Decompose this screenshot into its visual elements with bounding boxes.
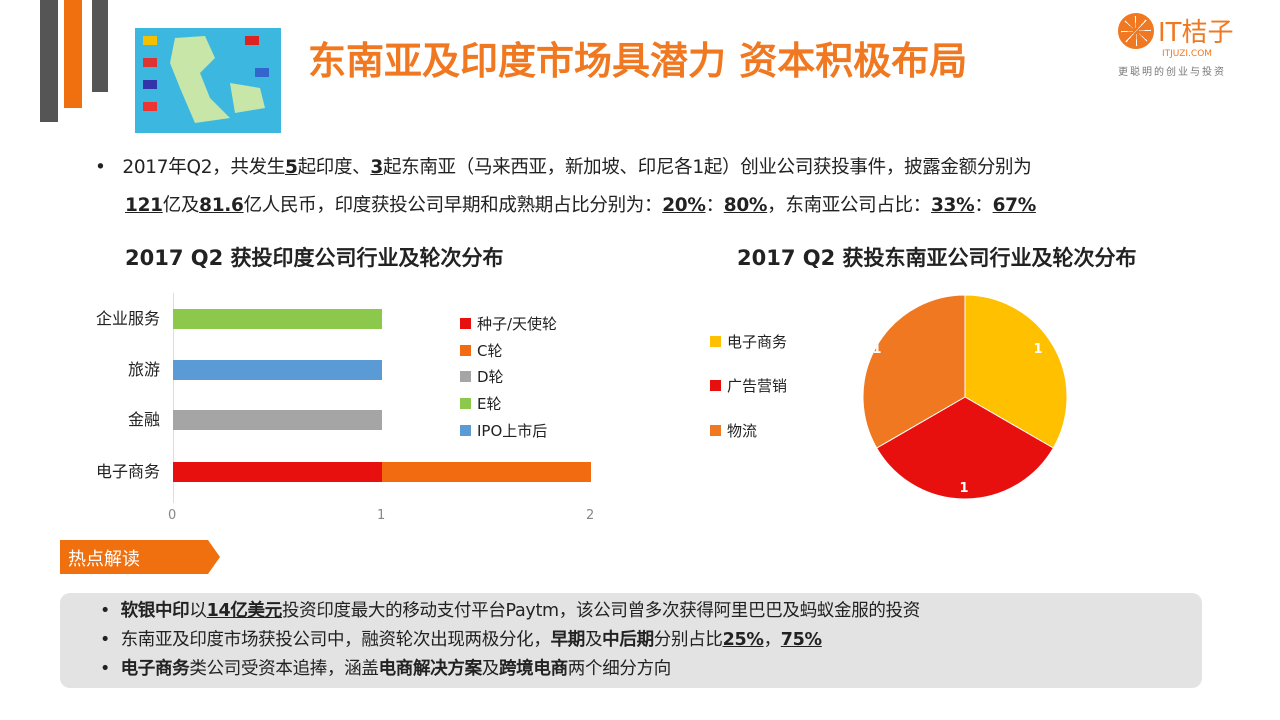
page-title: 东南亚及印度市场具潜力 资本积极布局 [308, 39, 968, 83]
bar-D轮 [173, 410, 382, 430]
legend-swatch [710, 424, 721, 436]
legend-label: IPO上市后 [477, 421, 548, 440]
legend-label: 广告营销 [727, 377, 788, 396]
category-label: 企业服务 [95, 309, 160, 328]
legend-item: D轮 [460, 363, 557, 390]
legend-label: C轮 [477, 341, 503, 360]
logo-slogan: 更聪明的创业与投资 [1118, 67, 1226, 78]
pie-legend-item: 物流 [710, 408, 787, 453]
pie-data-label: 1 [1033, 342, 1042, 357]
legend-swatch [460, 371, 471, 383]
pie-chart-title: 2017 Q2 获投东南亚公司行业及轮次分布 [737, 246, 1137, 270]
pie-chart: 1 1 1 [862, 294, 1068, 500]
summary-line-1: • 2017年Q2，共发生5起印度、3起东南亚（马来西亚，新加坡、印尼各1起）创… [95, 157, 1032, 178]
deco-bar-gray [40, 0, 58, 122]
legend-swatch [710, 335, 721, 347]
bar-C轮 [382, 462, 591, 482]
pie-legend-item: 广告营销 [710, 364, 787, 409]
hot-tab-label: 热点解读 [68, 549, 140, 570]
pie-slice-电子商务 [964, 294, 1068, 449]
logo-domain: ITJUZI.COM [1162, 49, 1213, 59]
legend-swatch [460, 317, 471, 329]
legend-label: 电子商务 [727, 332, 788, 351]
summary-line-2: 121亿及81.6亿人民币，印度获投公司早期和成熟期占比分别为：20%：80%，… [125, 195, 1036, 216]
legend-swatch [710, 380, 721, 392]
legend-label: E轮 [477, 394, 502, 413]
bar-种子/天使轮 [173, 462, 382, 482]
legend-label: D轮 [477, 368, 504, 387]
pie-slice-物流 [862, 294, 966, 449]
legend-item: E轮 [460, 390, 557, 417]
legend-label: 种子/天使轮 [477, 314, 558, 333]
legend-item: C轮 [460, 337, 557, 364]
hot-bullet-2: • 东南亚及印度市场获投公司中，融资轮次出现两极分化，早期及中后期分别占比25%… [100, 630, 822, 650]
legend-swatch [460, 424, 471, 436]
legend-label: 物流 [727, 421, 758, 440]
pie-legend-item: 电子商务 [710, 319, 787, 364]
legend-swatch [460, 344, 471, 356]
category-label: 旅游 [127, 360, 160, 379]
y-axis-line [173, 293, 174, 503]
legend-swatch [460, 397, 471, 409]
x-tick-label: 2 [586, 508, 595, 523]
bar-chart-title: 2017 Q2 获投印度公司行业及轮次分布 [125, 246, 504, 270]
legend-item: IPO上市后 [460, 417, 557, 444]
logo: IT桔子 ITJUZI.COM 更聪明的创业与投资 [1118, 12, 1268, 78]
orange-slice-icon [1118, 12, 1154, 49]
hot-tab-banner [60, 540, 220, 574]
category-label: 金融 [127, 410, 160, 429]
deco-bar-gray-2 [92, 0, 108, 92]
logo-text: IT桔子 [1158, 18, 1234, 48]
bar-IPO上市后 [173, 360, 382, 380]
hot-bullet-3: • 电子商务类公司受资本追捧，涵盖电商解决方案及跨境电商两个细分方向 [100, 659, 671, 679]
legend-item: 种子/天使轮 [460, 310, 557, 337]
pie-data-label: 1 [872, 342, 881, 357]
bar-E轮 [173, 309, 382, 329]
pie-data-label: 1 [959, 481, 968, 496]
hot-points-box: • 软银中印以14亿美元投资印度最大的移动支付平台Paytm，该公司曾多次获得阿… [60, 593, 1202, 688]
deco-bar-orange [64, 0, 82, 108]
category-label: 电子商务 [95, 462, 160, 481]
x-tick-label: 0 [168, 508, 177, 523]
x-tick-label: 1 [377, 508, 386, 523]
hot-bullet-1: • 软银中印以14亿美元投资印度最大的移动支付平台Paytm，该公司曾多次获得阿… [100, 601, 920, 621]
southeast-asia-map-image [135, 28, 281, 133]
